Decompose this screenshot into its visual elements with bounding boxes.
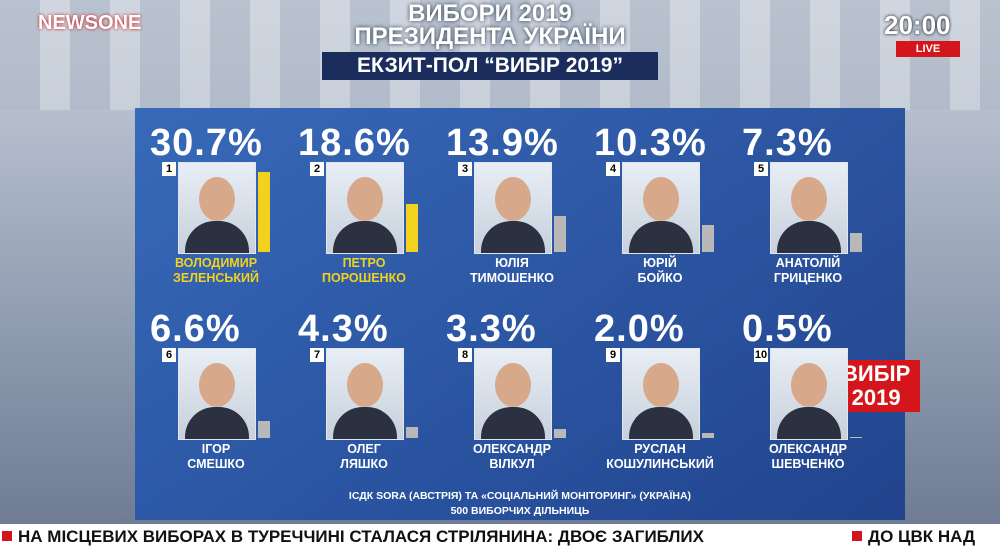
face <box>495 177 531 221</box>
source: ІСДК SORA (АВСТРІЯ) ТА «СОЦІАЛЬНИЙ МОНІТ… <box>348 490 692 502</box>
rank: 7 <box>310 348 324 362</box>
rank: 1 <box>162 162 176 176</box>
bar <box>850 436 862 438</box>
subtitle: ЕКЗИТ-ПОЛ “ВИБІР 2019” <box>322 52 658 80</box>
bar <box>406 203 418 252</box>
title: ПРЕЗИДЕНТА УКРАЇНИ <box>354 23 626 50</box>
bar <box>554 215 566 252</box>
ticker-separator <box>2 531 12 541</box>
bar <box>850 233 862 252</box>
suit <box>333 221 397 253</box>
ticker-separator <box>852 531 862 541</box>
rank: 2 <box>310 162 324 176</box>
face <box>495 363 531 407</box>
bar <box>702 225 714 252</box>
rank: 9 <box>606 348 620 362</box>
face <box>347 363 383 407</box>
suit <box>629 221 693 253</box>
candidate-photo <box>178 348 256 440</box>
suit <box>777 221 841 253</box>
suit <box>333 407 397 439</box>
value-label: 10.3% <box>594 122 707 164</box>
bar <box>258 172 270 252</box>
rank: 6 <box>162 348 176 362</box>
rank: 10 <box>754 348 768 362</box>
face <box>199 363 235 407</box>
face <box>791 363 827 407</box>
value-label: 7.3% <box>742 122 833 164</box>
candidate-name: ВОЛОДИМИР ЗЕЛЕНСЬКИЙ <box>173 256 259 285</box>
suit <box>185 407 249 439</box>
bar <box>406 426 418 438</box>
rank: 8 <box>458 348 472 362</box>
candidate-photo <box>326 348 404 440</box>
candidate-photo <box>622 348 700 440</box>
face <box>643 177 679 221</box>
candidate-name: АНАТОЛІЙ ГРИЦЕНКО <box>773 256 843 285</box>
face <box>791 177 827 221</box>
clock: 20:00 <box>884 10 951 40</box>
candidate-name: РУСЛАН КОШУЛИНСЬКИЙ <box>606 442 714 471</box>
value-label: 6.6% <box>150 308 241 350</box>
candidate-photo <box>474 348 552 440</box>
value-label: 18.6% <box>298 122 411 164</box>
logo: NEWSONE <box>38 12 142 34</box>
candidate-photo <box>770 348 848 440</box>
value-label: 13.9% <box>446 122 559 164</box>
suit <box>185 221 249 253</box>
face <box>199 177 235 221</box>
value-label: 30.7% <box>150 122 263 164</box>
candidate-name: ЮЛІЯ ТИМОШЕНКО <box>469 256 555 285</box>
face <box>347 177 383 221</box>
bar <box>554 429 566 438</box>
rank: 5 <box>754 162 768 176</box>
candidate-name: ПЕТРО ПОРОШЕНКО <box>322 256 406 285</box>
source: 500 ВИБОРЧИХ ДІЛЬНИЦЬ <box>450 505 590 517</box>
rank: 3 <box>458 162 472 176</box>
candidate-photo <box>326 162 404 254</box>
face <box>643 363 679 407</box>
candidate-photo <box>770 162 848 254</box>
candidate-name: ІГОР СМЕШКО <box>187 442 245 471</box>
suit <box>481 407 545 439</box>
ticker-text: НА МІСЦЕВИХ ВИБОРАХ В ТУРЕЧЧИНІ СТАЛАСЯ … <box>18 527 704 546</box>
bar <box>258 420 270 438</box>
candidate-photo <box>178 162 256 254</box>
value-label: 2.0% <box>594 308 685 350</box>
candidate-name: ОЛЕГ ЛЯШКО <box>340 442 388 471</box>
ticker-bar <box>0 524 1000 548</box>
ticker-text: ДО ЦВК НАД <box>868 527 976 546</box>
candidate-name: ОЛЕКСАНДР ВІЛКУЛ <box>473 442 551 471</box>
rank: 4 <box>606 162 620 176</box>
candidate-photo <box>622 162 700 254</box>
candidate-name: ОЛЕКСАНДР ШЕВЧЕНКО <box>769 442 847 471</box>
title: ВИБОРИ 2019 <box>408 0 572 27</box>
suit <box>629 407 693 439</box>
candidate-photo <box>474 162 552 254</box>
candidate-name: ЮРІЙ БОЙКО <box>637 256 683 285</box>
suit <box>777 407 841 439</box>
value-label: 4.3% <box>298 308 389 350</box>
value-label: 3.3% <box>446 308 537 350</box>
bar <box>702 432 714 438</box>
live-badge: LIVE <box>896 41 960 57</box>
suit <box>481 221 545 253</box>
value-label: 0.5% <box>742 308 833 350</box>
